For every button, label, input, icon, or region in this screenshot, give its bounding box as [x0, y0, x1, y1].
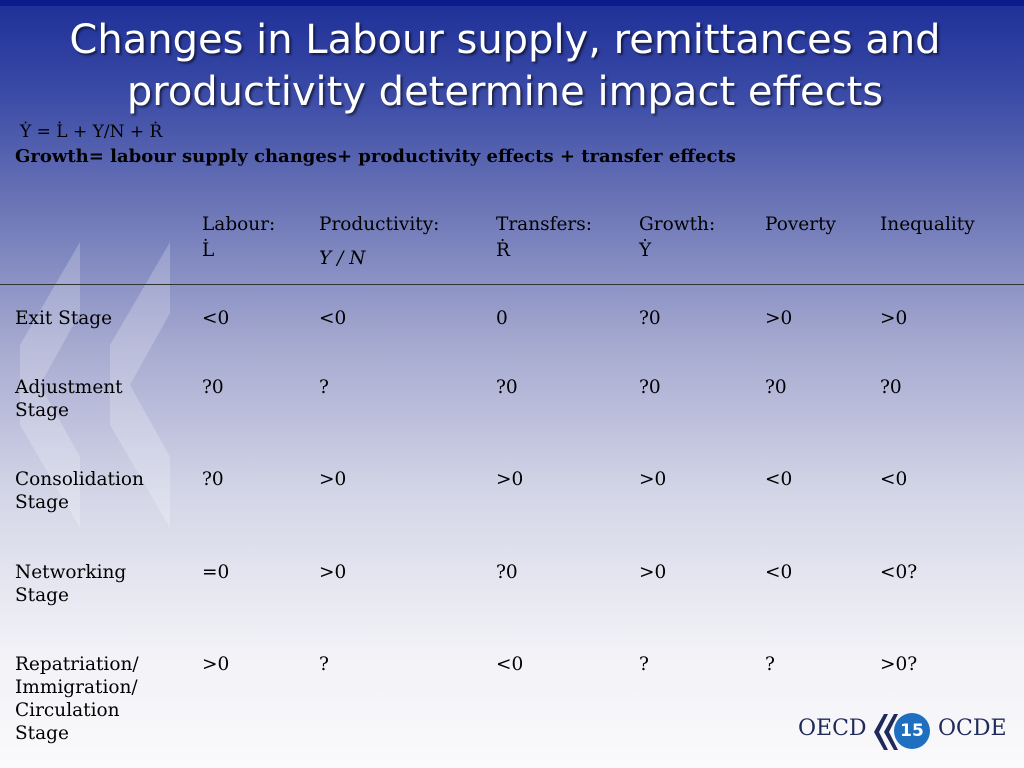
- stage-label: Exit Stage: [15, 307, 112, 330]
- stage-label-line: Circulation: [15, 700, 120, 721]
- table-cell: >0?: [880, 654, 918, 675]
- stage-label: Consolidation Stage: [15, 468, 144, 514]
- table-cell: <0: [202, 308, 230, 329]
- stage-label: Networking Stage: [15, 561, 126, 607]
- table-cell: >0: [496, 469, 524, 490]
- table-cell: >0: [202, 654, 230, 675]
- stage-label-line: Stage: [15, 400, 69, 421]
- table-cell: >0: [319, 562, 347, 583]
- column-header-label: Transfers:: [496, 214, 592, 235]
- stage-label: Adjustment Stage: [15, 376, 123, 422]
- table-cell: ?0: [639, 308, 661, 329]
- logo-text-ocde: OCDE: [938, 716, 1007, 741]
- table-cell: <0: [880, 469, 908, 490]
- title-line-2: productivity determine impact effects: [126, 69, 884, 115]
- stage-label-line: Adjustment: [15, 377, 123, 398]
- logo-chevrons-icon: [870, 712, 900, 752]
- column-header-3: Growth: Ẏ: [639, 212, 715, 264]
- table-cell: ?: [639, 654, 649, 675]
- stage-label-line: Stage: [15, 723, 69, 744]
- column-header-label: Labour:: [202, 214, 276, 235]
- table-cell: >0: [319, 469, 347, 490]
- table-cell: <0: [319, 308, 347, 329]
- table-cell: >0: [639, 562, 667, 583]
- table-cell: =0: [202, 562, 230, 583]
- column-header-4: Poverty: [765, 212, 836, 238]
- stage-label-line: Consolidation: [15, 469, 144, 490]
- chevron-right-decor-icon: [110, 225, 180, 545]
- column-header-symbol: Ẏ: [639, 240, 652, 261]
- table-cell: 0: [496, 308, 508, 329]
- stage-label-line: Immigration/: [15, 677, 138, 698]
- table-cell: <0?: [880, 562, 918, 583]
- chevron-left-decor-icon: [20, 225, 90, 545]
- table-cell: ?0: [765, 377, 787, 398]
- column-header-label: Poverty: [765, 214, 836, 235]
- logo-text-oecd: OECD: [798, 716, 867, 741]
- table-cell: <0: [765, 562, 793, 583]
- page-number-badge: 15: [894, 713, 930, 749]
- table-cell: ?0: [639, 377, 661, 398]
- column-header-label: Growth:: [639, 214, 716, 235]
- column-header-symbol: Y / N: [319, 248, 366, 269]
- table-cell: <0: [496, 654, 524, 675]
- stage-label-line: Repatriation/: [15, 654, 139, 675]
- table-cell: ?: [319, 377, 329, 398]
- top-bar: [0, 0, 1024, 6]
- table-cell: >0: [639, 469, 667, 490]
- table-cell: ?0: [496, 377, 518, 398]
- column-header-symbol: Ṙ: [496, 240, 510, 261]
- table-cell: <0: [765, 469, 793, 490]
- header-rule: [0, 284, 1024, 285]
- title-line-1: Changes in Labour supply, remittances an…: [69, 17, 941, 63]
- stage-label-line: Exit Stage: [15, 308, 113, 329]
- table-cell: ?0: [202, 469, 224, 490]
- growth-equation: Ẏ = L̇ + Y/N + Ṙ: [20, 122, 163, 142]
- table-cell: ?0: [496, 562, 518, 583]
- slide-title: Changes in Labour supply, remittances an…: [0, 14, 1010, 118]
- growth-description: Growth= labour supply changes+ productiv…: [15, 146, 736, 167]
- stage-label-line: Stage: [15, 585, 69, 606]
- table-cell: ?: [765, 654, 775, 675]
- column-header-0: Labour: L̇: [202, 212, 275, 264]
- column-header-label: Productivity:: [319, 214, 440, 235]
- column-header-symbol: L̇: [202, 240, 215, 261]
- table-cell: ?: [319, 654, 329, 675]
- column-header-5: Inequality: [880, 212, 975, 238]
- table-cell: ?0: [880, 377, 902, 398]
- table-cell: ?0: [202, 377, 224, 398]
- table-cell: >0: [765, 308, 793, 329]
- stage-label-line: Stage: [15, 492, 69, 513]
- column-header-1: Productivity: Y / N: [319, 212, 439, 272]
- column-header-2: Transfers: Ṙ: [496, 212, 592, 264]
- stage-label-line: Networking: [15, 562, 127, 583]
- table-cell: >0: [880, 308, 908, 329]
- column-header-label: Inequality: [880, 214, 975, 235]
- stage-label: Repatriation/Immigration/Circulation Stag…: [15, 653, 139, 745]
